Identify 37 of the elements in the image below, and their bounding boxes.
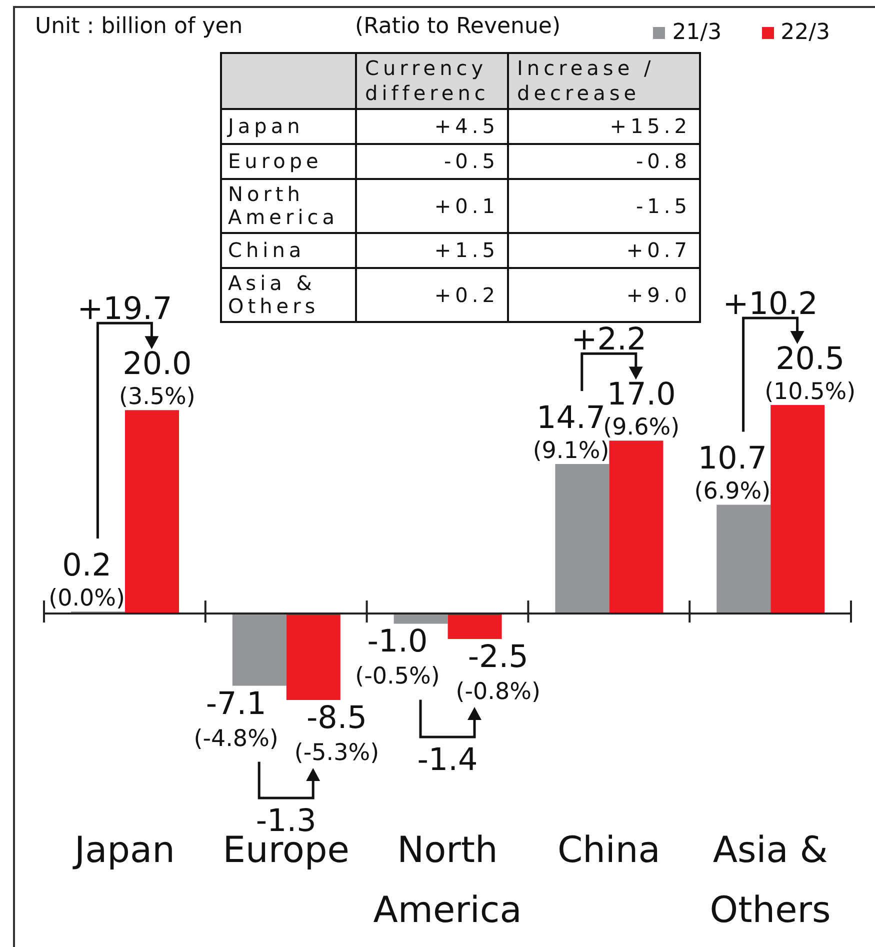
text: -1.4 (417, 742, 478, 778)
legend-label: 22/3 (780, 20, 830, 46)
category-label: North America (221, 179, 356, 233)
data-label: +1.5 (356, 233, 508, 268)
data-label: -7.1 (-4.8%) (194, 686, 278, 752)
data-label: -0.8 (508, 144, 700, 179)
data-label: +9.0 (508, 268, 700, 322)
text: +2.2 (571, 322, 647, 358)
data-label: 20.0 (3.5%) (118, 346, 202, 410)
category-label: Japan (221, 109, 356, 144)
data-label: +0.1 (356, 179, 508, 233)
data-label: -2.5 (-0.8%) (456, 638, 540, 705)
x-tick-label: Asia & Others (710, 830, 840, 931)
data-label: -0.5 (356, 144, 508, 179)
x-tick-label: Japan (72, 830, 175, 871)
x-tick-label: North America (373, 830, 522, 931)
data-label: -1.5 (508, 179, 700, 233)
text: +10.2 (722, 286, 818, 322)
text: Increase / decrease (508, 53, 700, 109)
data-label: 10.7 (6.9%) (694, 440, 777, 505)
data-label: 20.5 (10.5%) (764, 341, 856, 405)
series-label: Currency differenc (356, 53, 508, 109)
x-tick-label: China (557, 830, 660, 871)
category-label: Asia & Others (221, 268, 356, 322)
text: (Ratio to Revenue) (355, 14, 561, 40)
data-label: +15.2 (508, 109, 700, 144)
data-label: -1.0 (-0.5%) (355, 624, 440, 690)
data-label: 0.2 (0.0%) (48, 548, 126, 612)
category-label: China (221, 233, 356, 268)
legend-label: 21/3 (672, 20, 722, 46)
data-label: +0.7 (508, 233, 700, 268)
data-label: -8.5 (-5.3%) (294, 700, 380, 766)
text: +19.7 (77, 291, 172, 328)
data-label: +4.5 (356, 109, 508, 144)
text: Unit : billion of yen (35, 14, 243, 40)
data-label: +0.2 (356, 268, 508, 322)
category-label: Europe (221, 144, 356, 179)
